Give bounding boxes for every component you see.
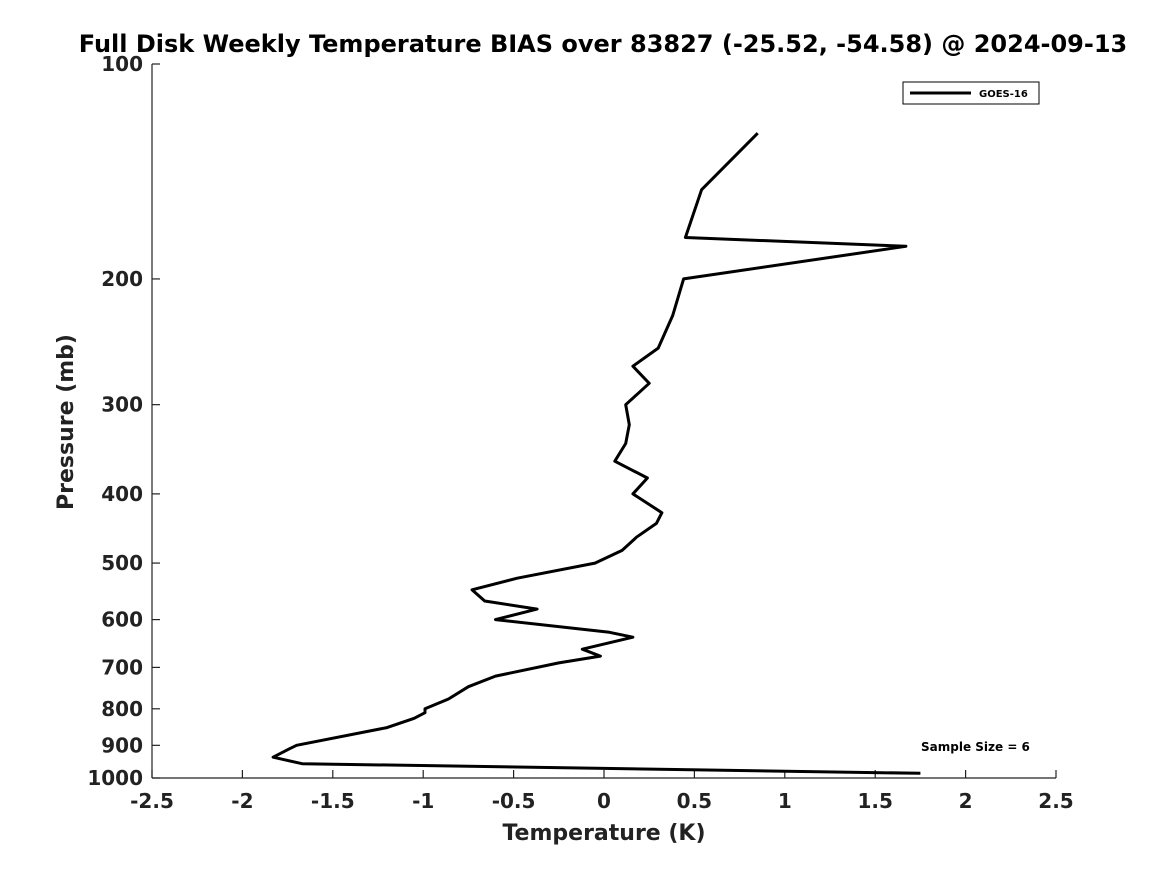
x-tick-label: 1 bbox=[778, 789, 792, 813]
y-axis-label: Pressure (mb) bbox=[54, 334, 79, 510]
y-tick-label: 600 bbox=[101, 608, 143, 632]
y-tick-label: 100 bbox=[101, 52, 143, 76]
y-tick-label: 300 bbox=[101, 393, 143, 417]
x-tick-label: -1 bbox=[412, 789, 434, 813]
x-tick-label: 0.5 bbox=[677, 789, 712, 813]
y-tick-label: 400 bbox=[101, 482, 143, 506]
legend: GOES-16 bbox=[902, 81, 1040, 105]
x-tick-label: 2 bbox=[959, 789, 973, 813]
x-axis-ticks: -2.5 -2 -1.5 -1 -0.5 0 0.5 1 1.5 2 2.5 bbox=[130, 770, 1074, 813]
sample-size-annotation: Sample Size = 6 bbox=[921, 740, 1030, 754]
y-tick-label: 800 bbox=[101, 697, 143, 721]
x-tick-label: 1.5 bbox=[857, 789, 892, 813]
series-line-goes-16 bbox=[271, 132, 921, 775]
x-tick-label: 0 bbox=[597, 789, 611, 813]
x-axis-label: Temperature (K) bbox=[502, 821, 705, 846]
x-tick-label: -2 bbox=[231, 789, 253, 813]
y-tick-label: 200 bbox=[101, 267, 143, 291]
y-tick-label: 500 bbox=[101, 551, 143, 575]
x-tick-label: -2.5 bbox=[130, 789, 174, 813]
x-tick-label: -1.5 bbox=[311, 789, 355, 813]
x-tick-label: 2.5 bbox=[1038, 789, 1073, 813]
chart-title: Full Disk Weekly Temperature BIAS over 8… bbox=[79, 30, 1127, 58]
y-tick-label: 1000 bbox=[87, 766, 143, 790]
y-tick-label: 900 bbox=[101, 733, 143, 757]
plot-area bbox=[151, 64, 1056, 779]
y-axis-ticks: 100 200 300 400 500 600 700 800 900 1000 bbox=[87, 52, 160, 790]
x-tick-label: -0.5 bbox=[492, 789, 536, 813]
series-layer bbox=[271, 132, 921, 775]
legend-label: GOES-16 bbox=[979, 89, 1028, 100]
y-tick-label: 700 bbox=[101, 655, 143, 679]
